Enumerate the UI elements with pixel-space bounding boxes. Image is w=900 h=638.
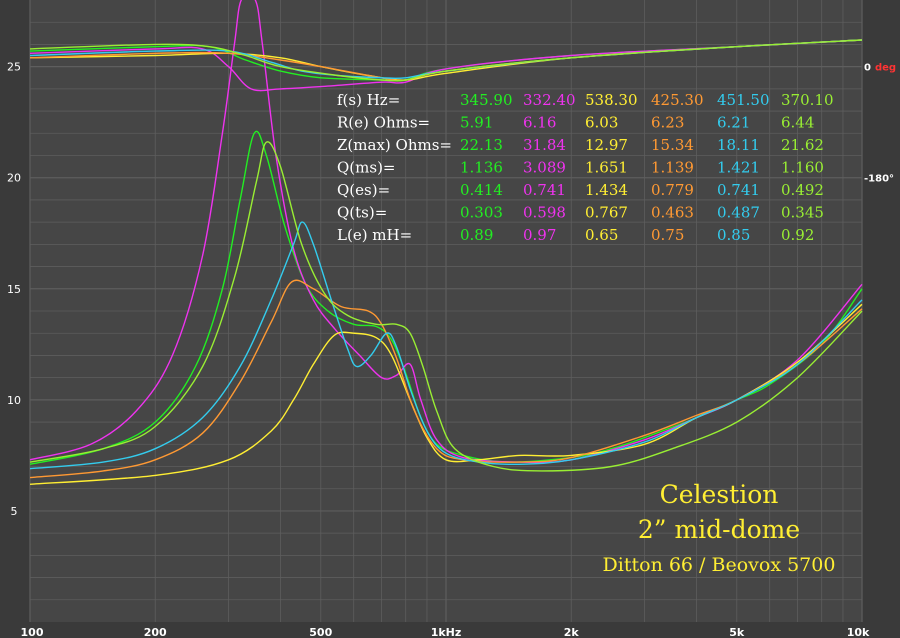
param-value: 22.13 [460,136,503,154]
param-value: 345.90 [460,91,513,109]
annotation-product: 2” mid-dome [638,515,800,544]
impedance-line [29,221,863,470]
y-tick-label: 10 [7,394,21,407]
param-value: 0.741 [523,181,566,199]
param-value: 332.40 [523,91,576,109]
param-value: 370.10 [781,91,834,109]
param-value: 5.91 [460,114,493,132]
param-value: 6.03 [585,114,618,132]
param-value: 0.492 [781,181,824,199]
param-value: 0.598 [523,204,566,222]
x-tick-label: 200 [144,626,167,638]
param-value: 1.421 [717,159,760,177]
phase-tick-label: -180° [864,174,894,185]
param-value: 0.85 [717,226,750,244]
param-value: 425.30 [651,91,704,109]
param-label: L(e) mH= [337,226,412,244]
param-value: 18.11 [717,136,760,154]
x-tick-label: 100 [21,626,44,638]
curves [29,0,863,485]
param-label: f(s) Hz= [337,91,400,109]
param-value: 451.50 [717,91,770,109]
y-tick-label: 20 [7,172,21,185]
param-value: 21.62 [781,136,824,154]
param-value: 1.160 [781,159,824,177]
phase-tick-labels: 0 deg -180° [864,63,896,185]
param-value: 1.136 [460,159,503,177]
param-label: R(e) Ohms= [337,114,430,132]
param-value: 0.741 [717,181,760,199]
param-value: 0.92 [781,226,814,244]
impedance-line [29,279,863,479]
param-value: 6.44 [781,114,814,132]
param-value: 1.651 [585,159,628,177]
param-value: 0.97 [523,226,556,244]
x-tick-label: 2k [564,626,580,638]
param-label: Z(max) Ohms= [337,136,452,154]
param-value: 6.16 [523,114,556,132]
x-tick-label: 10k [847,626,870,638]
annotation-models: Ditton 66 / Beovox 5700 [603,554,836,576]
x-tick-label: 5k [729,626,745,638]
chart-annotation: Celestion 2” mid-dome Ditton 66 / Beovox… [603,480,836,576]
param-value: 0.487 [717,204,760,222]
param-value: 0.463 [651,204,694,222]
impedance-line [29,0,863,464]
series-2 [29,0,863,464]
annotation-brand: Celestion [660,480,779,509]
x-tick-labels: 100 200 500 1kHz 2k 5k 10k [21,626,870,638]
param-value: 1.139 [651,159,694,177]
param-value: 0.65 [585,226,618,244]
param-value: 3.089 [523,159,566,177]
impedance-line [29,141,863,472]
x-tick-label: 500 [309,626,332,638]
y-tick-label: 25 [7,61,21,74]
param-value: 12.97 [585,136,628,154]
param-value: 0.767 [585,204,628,222]
impedance-line [29,130,863,465]
series-6 [29,39,863,472]
parameter-table: f(s) Hz= 345.90 332.40 538.30 425.30 451.50 37… [337,91,834,244]
param-value: 0.89 [460,226,493,244]
param-label: Q(ms)= [337,159,396,177]
phase-line [29,39,863,82]
param-value: 6.23 [651,114,684,132]
param-value: 31.84 [523,136,566,154]
y-tick-label: 5 [11,505,18,518]
y-tick-label: 15 [7,283,21,296]
param-value: 15.34 [651,136,694,154]
param-value: 0.303 [460,204,503,222]
x-tick-label: 1kHz [431,626,462,638]
param-value: 0.345 [781,204,824,222]
param-value: 1.434 [585,181,628,199]
param-value: 0.75 [651,226,684,244]
param-value: 0.779 [651,181,694,199]
phase-tick-label: 0 deg [864,63,896,74]
param-value: 0.414 [460,181,503,199]
phase-line [29,39,863,92]
param-value: 6.21 [717,114,750,132]
y-tick-labels: 5 10 15 20 25 [7,61,21,518]
param-label: Q(es)= [337,181,390,199]
param-label: Q(ts)= [337,204,387,222]
param-value: 538.30 [585,91,638,109]
